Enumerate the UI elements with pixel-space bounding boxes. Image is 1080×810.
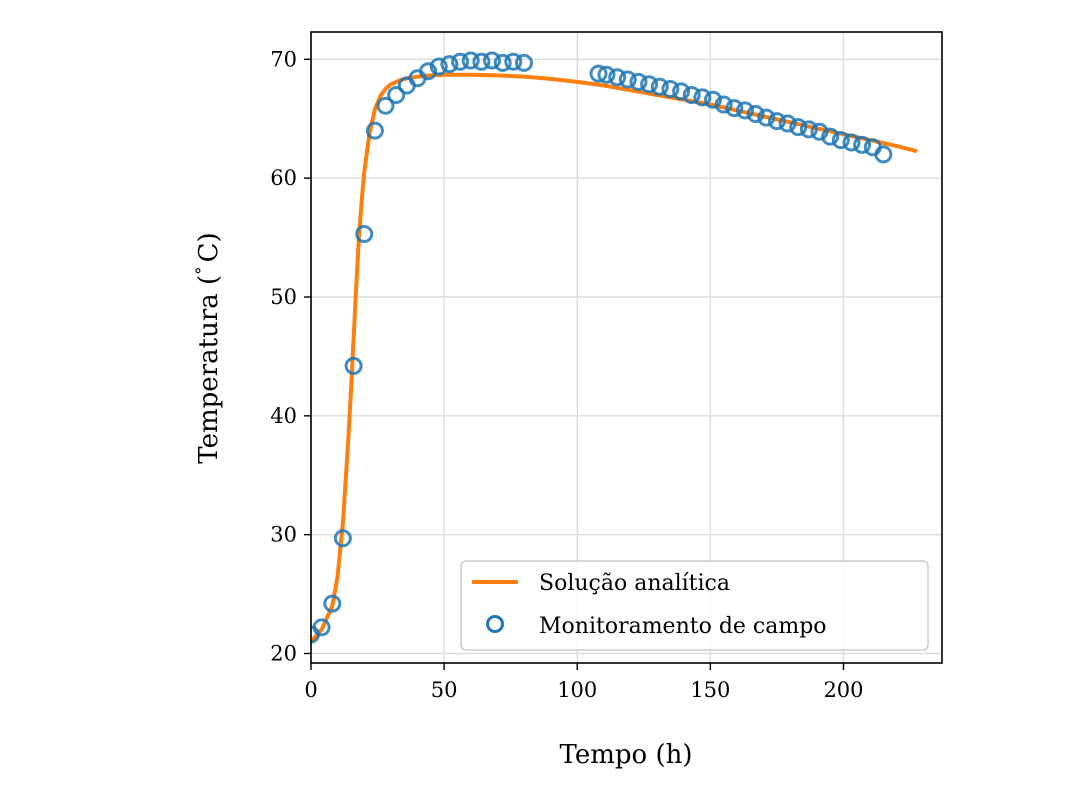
y-tick-label: 60: [270, 166, 297, 190]
data-point: [831, 131, 850, 150]
data-point: [355, 225, 374, 243]
data-point: [451, 52, 470, 71]
data-point: [493, 53, 512, 72]
data-point: [682, 86, 701, 104]
x-tick-label: 0: [304, 678, 317, 702]
data-point: [640, 75, 659, 94]
data-point: [789, 118, 808, 137]
data-point: [618, 70, 637, 89]
data-point: [312, 618, 331, 637]
data-point: [874, 145, 893, 164]
y-tick-label: 50: [270, 285, 297, 309]
data-point: [810, 122, 829, 141]
plot-area: [311, 51, 918, 644]
data-point: [589, 64, 608, 83]
y-tick-label: 40: [270, 404, 297, 428]
data-point: [429, 57, 448, 76]
data-point: [597, 65, 616, 84]
data-point: [767, 112, 786, 131]
data-point: [323, 594, 342, 613]
data-point: [472, 52, 491, 71]
y-axis-title-prefix: Temperatura (: [194, 275, 224, 464]
data-point: [725, 99, 744, 118]
data-point: [365, 121, 384, 140]
legend-swatch-field: [486, 615, 504, 633]
series-line-analytic: [311, 72, 918, 644]
data-point: [440, 55, 459, 74]
data-point: [704, 90, 722, 109]
data-point: [821, 127, 840, 146]
data-point: [693, 88, 712, 107]
x-tick-label: 50: [431, 678, 458, 702]
data-point: [483, 51, 501, 70]
data-point: [661, 80, 680, 98]
legend-box: [460, 560, 929, 651]
data-point: [714, 95, 733, 114]
data-point: [504, 52, 523, 71]
y-tick-label: 70: [270, 47, 297, 71]
y-axis-title-suffix: C): [194, 232, 224, 262]
legend: Solução analítica Monitoramento de campo: [460, 560, 929, 651]
data-point: [853, 135, 872, 154]
legend-label-analytic: Solução analítica: [539, 571, 730, 596]
data-point: [650, 77, 669, 96]
data-point: [608, 68, 627, 87]
x-axis: 0 50 100 150 200: [304, 663, 864, 702]
data-point: [419, 62, 438, 81]
series-markers-field: [311, 51, 893, 644]
axes-frame: [310, 31, 943, 664]
y-axis: 20 30 40 50 60 70: [270, 47, 311, 665]
data-point: [376, 96, 395, 115]
data-point: [629, 72, 648, 91]
x-axis-title: Tempo (h): [560, 740, 693, 770]
data-point: [333, 529, 352, 548]
data-point: [461, 51, 480, 70]
legend-label-field: Monitoramento de campo: [539, 614, 827, 639]
data-point: [778, 114, 797, 133]
data-point: [799, 120, 818, 139]
grid: [310, 32, 942, 663]
data-point: [757, 108, 776, 127]
x-tick-label: 200: [823, 678, 863, 702]
y-axis-title: Temperatura (° C): [193, 232, 224, 463]
y-axis-title-degree: °: [193, 266, 213, 275]
y-tick-label: 20: [270, 641, 297, 665]
x-tick-label: 100: [557, 678, 597, 702]
data-point: [515, 53, 533, 72]
data-point: [387, 86, 406, 104]
data-point: [746, 105, 765, 123]
x-tick-label: 150: [690, 678, 730, 702]
data-point: [842, 133, 861, 152]
data-point: [344, 356, 363, 375]
data-point: [672, 82, 691, 101]
y-tick-label: 30: [270, 523, 297, 547]
data-point: [736, 101, 754, 120]
